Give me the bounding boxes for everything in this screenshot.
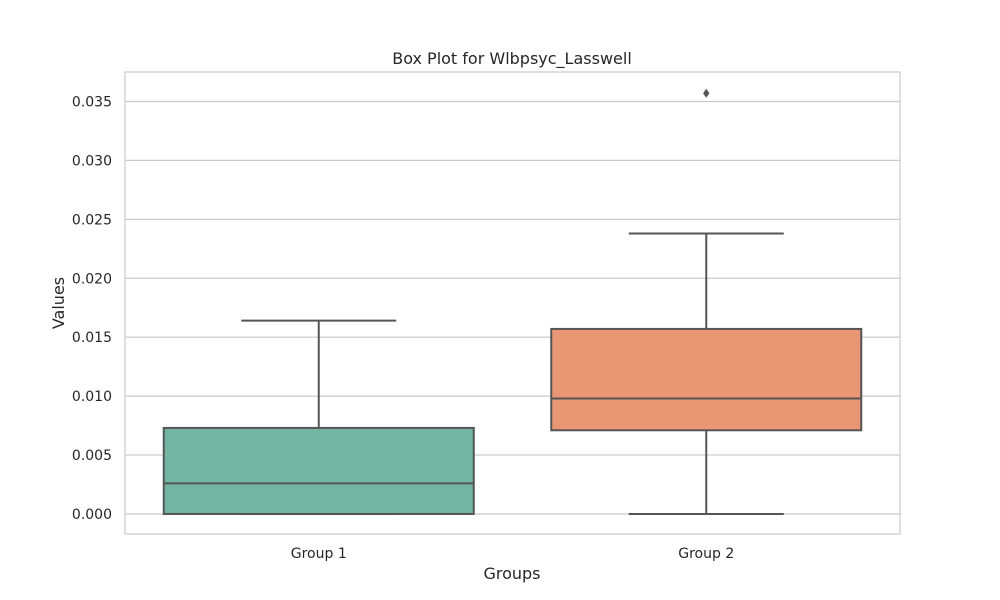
- x-tick-label: Group 2: [678, 546, 734, 562]
- y-tick-label: 0.005: [72, 448, 112, 464]
- y-tick-labels: 0.000 0.005 0.010 0.015 0.020 0.025 0.030 0.035: [72, 94, 112, 523]
- y-tick-label: 0.015: [72, 330, 112, 346]
- chart-title: Box Plot for Wlbpsyc_Lasswell: [392, 49, 632, 69]
- box-group-1: [162, 319, 475, 515]
- outlier-point: [703, 88, 710, 98]
- x-tick-labels: Group 1 Group 2: [291, 546, 734, 562]
- y-tick-label: 0.020: [72, 271, 112, 287]
- y-tick-label: 0.035: [72, 94, 112, 110]
- box-layer: [162, 88, 863, 515]
- box-group-2: [550, 88, 863, 515]
- plot-area-frame: [124, 71, 901, 535]
- y-tick-label: 0.000: [72, 507, 112, 523]
- x-axis-title: Groups: [483, 564, 540, 583]
- iqr-box: [162, 426, 475, 515]
- y-tick-label: 0.030: [72, 153, 112, 169]
- y-tick-label: 0.025: [72, 212, 112, 228]
- x-tick-label: Group 1: [291, 546, 347, 562]
- y-tick-label: 0.010: [72, 389, 112, 405]
- y-axis-title: Values: [49, 277, 68, 329]
- iqr-box: [550, 327, 863, 432]
